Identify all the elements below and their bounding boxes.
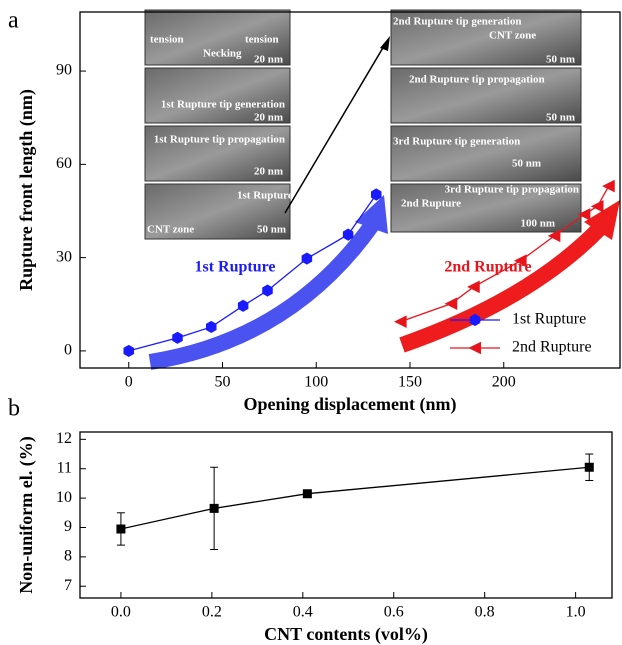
data-point (123, 344, 135, 357)
y-tick-label: 60 (56, 155, 72, 172)
data-point (590, 200, 604, 213)
inset-label: CNT zone (489, 30, 536, 42)
inset-label: 50 nm (257, 224, 286, 236)
inset-label: 50 nm (512, 158, 541, 170)
y-axis-label: Rupture front length (nm) (16, 89, 37, 291)
micrograph (144, 183, 291, 240)
x-tick-label: 0.2 (202, 604, 222, 621)
y-tick-label: 10 (56, 489, 72, 506)
x-tick-label: 0.6 (384, 604, 404, 621)
inset-link-head (380, 36, 390, 51)
data-point (468, 341, 481, 355)
plot-frame (79, 431, 613, 599)
inset-label: CNT zone (147, 224, 194, 236)
panel-label: b (8, 396, 20, 422)
x-tick-label: 0.8 (475, 604, 495, 621)
inset-label: 1st Rupture tip propagation (154, 134, 285, 146)
x-tick-label: 0.0 (111, 604, 131, 621)
inset-label: 100 nm (520, 218, 555, 230)
micrograph (144, 67, 291, 124)
inset-label: Necking (203, 48, 242, 60)
data-point (584, 462, 594, 472)
y-tick-label: 30 (56, 248, 72, 265)
data-point (514, 254, 527, 268)
inset-label: 3rd Rupture tip generation (393, 136, 520, 148)
series-line (128, 194, 377, 352)
data-point (602, 179, 615, 193)
x-tick-label: 200 (492, 374, 516, 391)
micrograph (144, 9, 291, 66)
inset-label: 50 nm (546, 112, 575, 124)
data-point (444, 297, 458, 310)
y-tick-label: 9 (64, 518, 72, 535)
y-tick-label: 90 (56, 62, 72, 79)
legend-label: 1st Rupture (512, 311, 586, 328)
inset-label: 50 nm (546, 54, 575, 66)
inset-label: 2nd Rupture tip propagation (409, 74, 545, 86)
inset-label: 2nd Rupture tip generation (393, 16, 521, 28)
x-tick-label: 50 (215, 374, 231, 391)
data-point (205, 320, 217, 334)
y-tick-label: 8 (64, 548, 72, 565)
inset-label: 20 nm (254, 112, 283, 124)
x-axis-label: CNT contents (vol%) (264, 624, 428, 645)
y-tick-label: 0 (64, 342, 72, 359)
series-line (120, 466, 590, 530)
data-point (577, 208, 591, 221)
data-point (370, 188, 382, 201)
annotation: 1st Rupture (194, 259, 275, 276)
blue-arrowhead (355, 195, 388, 234)
blue-trend-arrow (148, 220, 379, 370)
data-point (116, 524, 126, 534)
micrograph (390, 67, 582, 124)
y-axis-label: Non-uniform el. (%) (16, 436, 37, 593)
data-point (302, 489, 312, 499)
red-trend-arrow (399, 222, 606, 353)
x-tick-label: 0 (125, 374, 133, 391)
plot-frame (79, 11, 621, 369)
data-point (467, 280, 480, 294)
data-point (209, 503, 219, 513)
inset-label: tension (150, 34, 184, 46)
data-point (262, 284, 273, 297)
x-tick-label: 0.4 (293, 604, 313, 621)
data-point (394, 315, 407, 328)
inset-link (284, 45, 385, 214)
inset-label: 1st Rupture blockage (237, 190, 337, 202)
micrograph (390, 9, 582, 66)
data-point (469, 313, 481, 327)
inset-label: 3rd Rupture tip propagation (445, 184, 579, 196)
inset-label: 2nd Rupture (401, 198, 461, 210)
inset-label: 20 nm (254, 54, 283, 66)
trend-arrows (148, 195, 620, 370)
x-tick-label: 1.0 (566, 604, 586, 621)
panel-label: a (8, 8, 19, 34)
red-arrowhead (584, 200, 620, 240)
x-axis-label: Opening displacement (nm) (243, 394, 456, 415)
data-point (342, 228, 354, 241)
data-point (237, 299, 249, 312)
x-tick-label: 150 (398, 374, 422, 391)
data-point (301, 252, 313, 265)
data-point (172, 331, 183, 344)
legend-label: 2nd Rupture (512, 339, 592, 356)
micrograph (390, 183, 582, 233)
micrograph (144, 125, 291, 182)
x-tick-label: 100 (304, 374, 328, 391)
y-tick-label: 7 (64, 577, 72, 594)
inset-label: tension (245, 34, 279, 46)
annotation: 2nd Rupture (444, 259, 531, 276)
inset-label: 20 nm (254, 166, 283, 178)
micrograph (390, 125, 582, 182)
y-tick-label: 11 (57, 459, 72, 476)
data-point (547, 229, 561, 243)
y-tick-label: 12 (56, 430, 72, 447)
inset-label: 1st Rupture tip generation (161, 99, 285, 111)
